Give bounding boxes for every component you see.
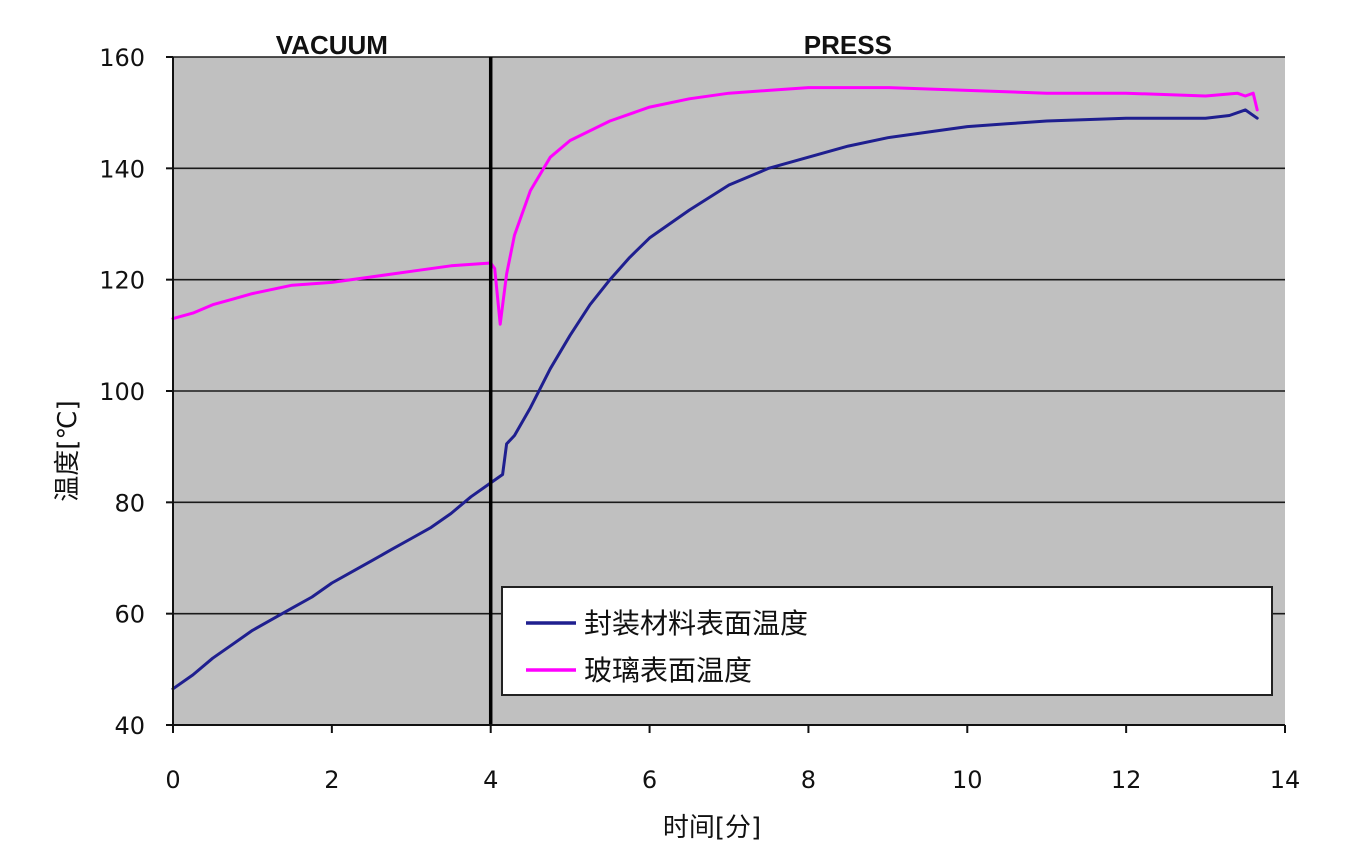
tick-labels: 40 60 80 100 120 140 160 0 2 4 6 8 10 12 14 bbox=[99, 44, 1300, 794]
phase-label-vacuum: VACUUM bbox=[276, 30, 388, 60]
axes bbox=[166, 56, 1286, 733]
legend-box bbox=[501, 586, 1273, 696]
y-tick-label-40: 40 bbox=[114, 712, 145, 740]
x-tick-label-4: 4 bbox=[483, 766, 498, 794]
y-tick-label-60: 60 bbox=[114, 601, 145, 629]
x-tick-label-14: 14 bbox=[1270, 766, 1301, 794]
x-tick-label-6: 6 bbox=[642, 766, 657, 794]
x-tick-label-0: 0 bbox=[165, 766, 180, 794]
x-tick-label-2: 2 bbox=[324, 766, 339, 794]
y-tick-label-80: 80 bbox=[114, 489, 145, 517]
y-axis-title: 温度[℃] bbox=[53, 400, 83, 502]
y-tick-label-100: 100 bbox=[99, 378, 145, 406]
series-layer bbox=[171, 86, 1259, 691]
y-tick-label-160: 160 bbox=[99, 44, 145, 72]
x-tick-label-8: 8 bbox=[801, 766, 816, 794]
x-axis-title: 时间[分] bbox=[663, 813, 761, 843]
legend-label-1: 玻璃表面温度 bbox=[584, 654, 752, 687]
x-tick-label-12: 12 bbox=[1111, 766, 1142, 794]
phase-labels: VACUUM PRESS bbox=[276, 30, 892, 60]
legend-label-0: 封装材料表面温度 bbox=[584, 607, 808, 640]
phase-label-press: PRESS bbox=[804, 30, 892, 60]
y-tick-label-120: 120 bbox=[99, 267, 145, 295]
x-tick-label-10: 10 bbox=[952, 766, 983, 794]
series-line-0 bbox=[171, 108, 1259, 691]
series-line-1 bbox=[171, 86, 1259, 326]
y-tick-label-140: 140 bbox=[99, 155, 145, 183]
